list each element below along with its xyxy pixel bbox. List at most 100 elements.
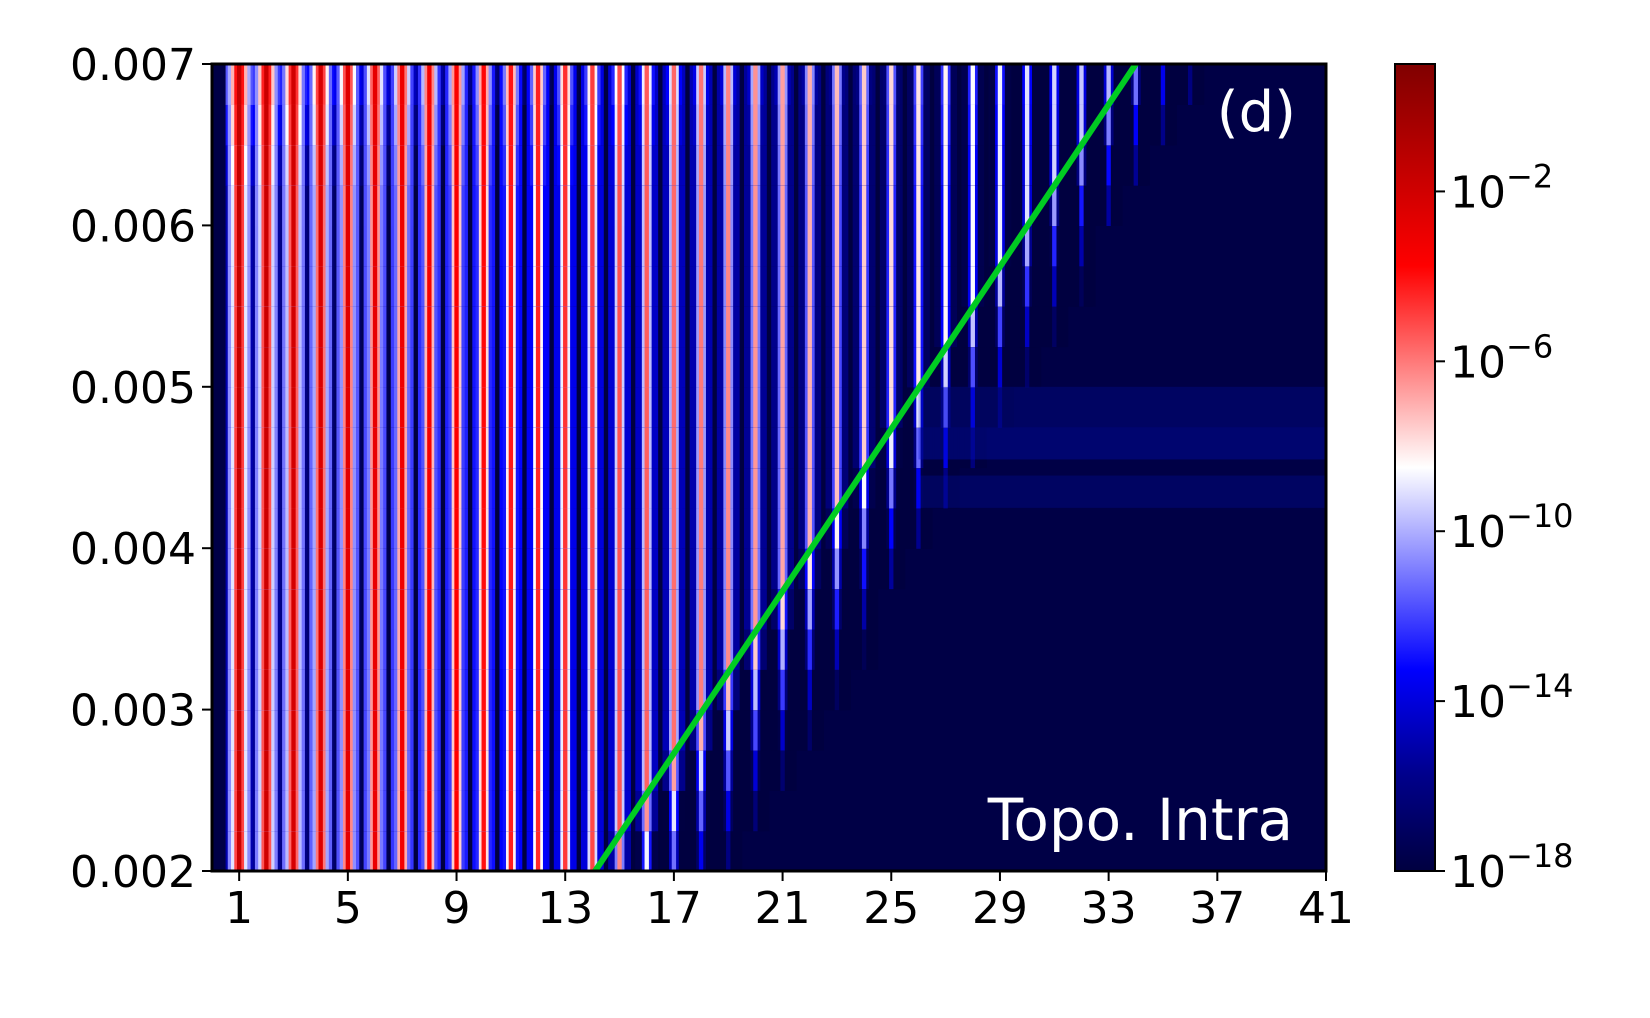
heatmap-cell: [943, 427, 948, 469]
heatmap-cell: [698, 346, 704, 388]
heatmap-cell: [970, 346, 975, 388]
heatmap-cell: [861, 144, 867, 186]
heatmap-cell: [1133, 144, 1138, 186]
heatmap-cell: [753, 548, 758, 590]
heatmap-cell: [834, 588, 840, 630]
heatmap-cell: [454, 588, 459, 630]
heatmap-cell: [454, 830, 459, 871]
heatmap-cell: [345, 749, 351, 791]
heatmap-cell: [372, 790, 378, 832]
heatmap-cell: [671, 427, 677, 469]
colorbar-ticks: 10−18 10−14 10−10 10−6 10−2: [1435, 157, 1574, 898]
heatmap-cell: [1187, 64, 1193, 105]
x-tick-label: 13: [537, 883, 593, 934]
heatmap-cell: [291, 346, 296, 388]
heatmap-cell: [698, 467, 704, 509]
heatmap-cell: [427, 548, 432, 590]
heatmap-cell: [780, 507, 785, 549]
heatmap-cell: [535, 790, 541, 832]
heatmap-cell: [400, 830, 405, 871]
heatmap-cell: [698, 104, 704, 146]
heatmap-cell: [237, 790, 242, 832]
heatmap-cell: [780, 709, 785, 751]
heatmap-cell: [563, 306, 568, 348]
heatmap-cell: [264, 709, 269, 751]
heatmap-cell: [726, 225, 731, 267]
heatmap-cell: [617, 588, 622, 630]
panel-label: (d): [1217, 80, 1296, 145]
heatmap-cell: [916, 306, 921, 348]
heatmap-cell: [508, 790, 514, 832]
heatmap-cell: [481, 144, 486, 186]
heatmap-cell: [590, 386, 595, 428]
heatmap-cell: [698, 790, 704, 832]
heatmap-cell: [834, 548, 840, 590]
heatmap-cell: [916, 185, 921, 226]
heatmap-cell: [970, 144, 975, 186]
heatmap-cell: [1079, 265, 1084, 307]
heatmap-cell: [671, 749, 677, 791]
heatmap-cell: [780, 64, 785, 105]
heatmap-cell: [291, 790, 296, 832]
heatmap-cell: [753, 386, 758, 428]
heatmap-cell: [644, 467, 649, 509]
heatmap-cell: [563, 64, 568, 105]
heatmap-cell: [508, 709, 514, 751]
heatmap-cell: [997, 104, 1003, 146]
heatmap-cell: [889, 104, 894, 146]
heatmap-cell: [237, 548, 242, 590]
heatmap-cell: [427, 185, 432, 226]
heatmap-cell: [563, 628, 568, 670]
heatmap-cell: [345, 386, 351, 428]
heatmap-cell: [861, 185, 867, 226]
heatmap-cell: [481, 346, 486, 388]
y-tick-label: 0.002: [70, 847, 196, 898]
heatmap-cell: [997, 185, 1003, 226]
heatmap-cell: [834, 144, 840, 186]
x-tick-label: 41: [1298, 883, 1354, 934]
heatmap-cell: [291, 225, 296, 267]
heatmap-cell: [481, 467, 486, 509]
heatmap-cell: [400, 628, 405, 670]
x-tick-label: 17: [646, 883, 702, 934]
heatmap-cell: [318, 749, 323, 791]
heatmap-cell: [400, 588, 405, 630]
x-tick-label: 37: [1189, 883, 1245, 934]
heatmap-cell: [970, 64, 975, 105]
heatmap-cell: [916, 64, 921, 105]
heatmap-cell: [291, 64, 296, 105]
heatmap-cell: [671, 790, 677, 832]
heatmap-cell: [345, 830, 351, 871]
heatmap-cell: [400, 64, 405, 105]
heatmap-cell: [372, 306, 378, 348]
heatmap-cell: [481, 104, 486, 146]
heatmap-cell: [372, 669, 378, 711]
heatmap-cell: [997, 306, 1003, 348]
heatmap-cell: [644, 628, 649, 670]
heatmap-cell: [318, 104, 323, 146]
heatmap-cell: [318, 144, 323, 186]
heatmap-cell: [861, 427, 867, 469]
heatmap-cell: [291, 306, 296, 348]
heatmap-cell: [400, 306, 405, 348]
heatmap-cell: [264, 830, 269, 871]
x-tick-label: 1: [225, 883, 253, 934]
heatmap-cell: [726, 830, 731, 871]
heatmap-cell: [372, 265, 378, 307]
heatmap-cell: [372, 507, 378, 549]
heatmap-cell: [698, 265, 704, 307]
heatmap-cell: [264, 144, 269, 186]
heatmap-cell: [726, 628, 731, 670]
heatmap-cell: [372, 749, 378, 791]
heatmap-cell: [590, 346, 595, 388]
heatmap-cell: [671, 104, 677, 146]
heatmap-cell: [237, 265, 242, 307]
heatmap-cell: [617, 265, 622, 307]
x-tick-label: 21: [755, 883, 811, 934]
heatmap-cell: [318, 669, 323, 711]
heatmap-cell: [753, 265, 758, 307]
heatmap-cell: [454, 628, 459, 670]
heatmap-cell: [454, 467, 459, 509]
heatmap-cell: [563, 588, 568, 630]
